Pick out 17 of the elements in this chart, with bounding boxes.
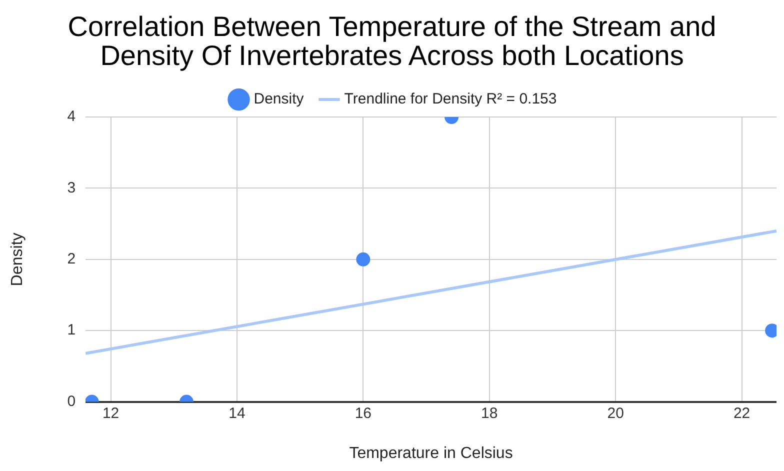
legend-label: Trendline for Density R² = 0.153 [344, 90, 557, 108]
x-tick-label: 20 [607, 404, 624, 422]
x-tick-label: 18 [481, 404, 498, 422]
x-tick-label: 14 [228, 404, 246, 422]
y-tick-label: 3 [67, 179, 76, 196]
chart-title: Correlation Between Temperature of the Stream and Density Of Invertebrates Across both Locations [66, 11, 718, 71]
x-axis-title: Temperature in Celsius [349, 444, 513, 462]
x-tick-label: 16 [354, 404, 372, 422]
point [356, 252, 370, 266]
y-tick-label: 4 [67, 108, 76, 126]
y-tick-label: 1 [67, 322, 76, 339]
y-tick-label: 2 [67, 250, 76, 268]
x-tick-label: 22 [733, 404, 750, 422]
x-tick-label: 12 [102, 404, 120, 422]
legend-label: Density [254, 90, 304, 108]
y-axis-title: Density [9, 232, 26, 286]
y-tick-label: 0 [67, 392, 76, 410]
